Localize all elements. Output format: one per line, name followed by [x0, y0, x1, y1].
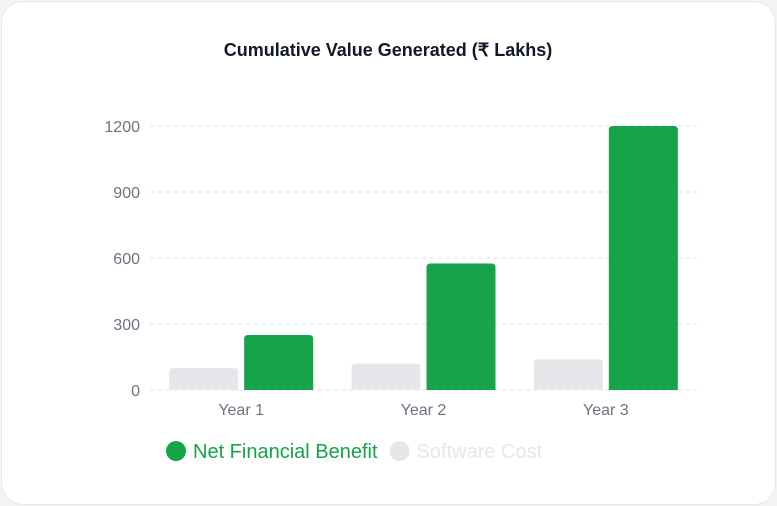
- legend-swatch: [389, 441, 410, 461]
- legend-label: Net Financial Benefit: [193, 441, 378, 463]
- bar-software-cost: [169, 368, 239, 390]
- bar-net-benefit: [426, 263, 496, 390]
- y-tick-label: 300: [113, 317, 140, 334]
- legend-swatch: [166, 441, 186, 461]
- y-tick-label: 600: [113, 251, 140, 268]
- chart-title: Cumulative Value Generated (₹ Lakhs): [224, 40, 553, 60]
- x-tick-label: Year 2: [401, 402, 447, 419]
- bar-software-cost: [533, 359, 603, 390]
- x-tick-label: Year 3: [583, 402, 629, 419]
- x-tick-label: Year 1: [218, 402, 264, 419]
- bar-software-cost: [351, 363, 421, 390]
- y-tick-label: 0: [131, 383, 140, 400]
- bar-net-benefit: [244, 335, 314, 390]
- legend-label: Software Cost: [417, 441, 543, 463]
- y-tick-label: 900: [113, 185, 140, 202]
- y-tick-label: 1200: [104, 119, 140, 136]
- bar-net-benefit: [608, 126, 678, 390]
